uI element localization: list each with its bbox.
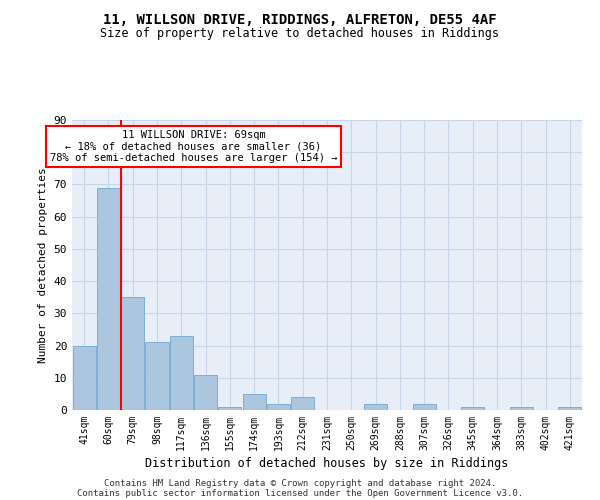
Bar [510,407,533,410]
Bar [364,404,387,410]
Bar [97,188,120,410]
Text: Size of property relative to detached houses in Riddings: Size of property relative to detached ho… [101,28,499,40]
Bar [461,407,484,410]
Bar [267,404,290,410]
Text: 11, WILLSON DRIVE, RIDDINGS, ALFRETON, DE55 4AF: 11, WILLSON DRIVE, RIDDINGS, ALFRETON, D… [103,12,497,26]
Bar [559,407,581,410]
Bar [291,397,314,410]
Bar [145,342,169,410]
Y-axis label: Number of detached properties: Number of detached properties [38,167,48,363]
Bar [73,346,95,410]
Bar [218,407,241,410]
Bar [121,297,144,410]
Bar [242,394,266,410]
Bar [170,336,193,410]
Text: 11 WILLSON DRIVE: 69sqm
← 18% of detached houses are smaller (36)
78% of semi-de: 11 WILLSON DRIVE: 69sqm ← 18% of detache… [50,130,337,163]
X-axis label: Distribution of detached houses by size in Riddings: Distribution of detached houses by size … [145,457,509,470]
Bar [194,374,217,410]
Text: Contains HM Land Registry data © Crown copyright and database right 2024.: Contains HM Land Registry data © Crown c… [104,478,496,488]
Bar [413,404,436,410]
Text: Contains public sector information licensed under the Open Government Licence v3: Contains public sector information licen… [77,488,523,498]
